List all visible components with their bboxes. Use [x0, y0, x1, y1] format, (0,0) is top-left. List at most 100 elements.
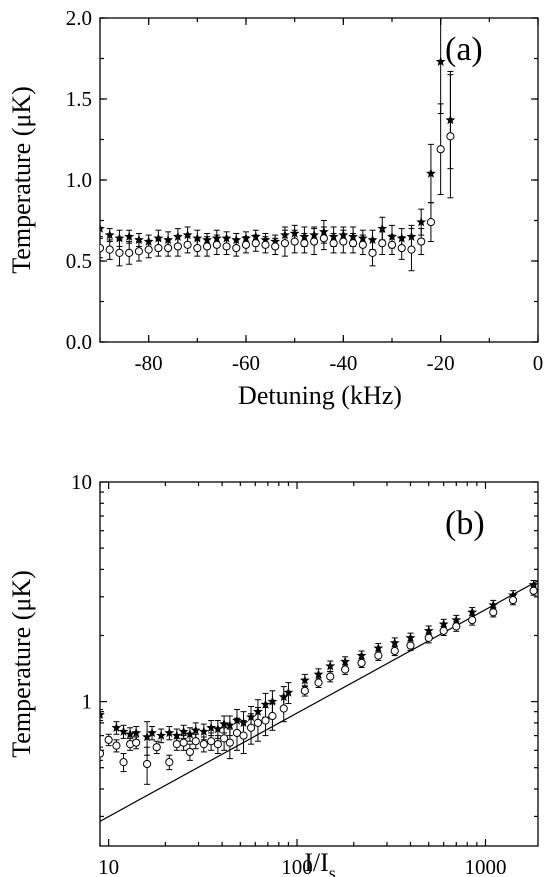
circle-point — [173, 242, 182, 251]
star-point — [182, 229, 193, 240]
star-point — [313, 669, 324, 679]
circle-point — [219, 734, 229, 743]
circle-point — [199, 740, 208, 749]
panel-a: -80 -60 -40 -20 0 0.0 0.5 1.0 1.5 2.0 (a) Detuni… — [7, 6, 543, 410]
circle-point — [378, 239, 387, 248]
x-tick-label: -80 — [135, 351, 163, 375]
circle-point — [112, 741, 121, 750]
circle-point — [426, 218, 436, 227]
star-point — [124, 231, 135, 241]
star-point — [190, 725, 201, 735]
circle-point — [132, 738, 141, 747]
x-tick-label: -40 — [329, 351, 357, 375]
star-point — [224, 720, 235, 730]
circle-point — [310, 237, 319, 246]
y-tick-label: 1.5 — [66, 87, 92, 111]
y-tick-labels-b: 1 10 — [71, 470, 92, 714]
circle-point — [424, 633, 433, 643]
y-tick-label: 1.0 — [66, 168, 92, 192]
y-tick-label: 1 — [82, 690, 93, 714]
circle-point — [529, 586, 538, 595]
circle-point — [280, 239, 290, 248]
circle-point — [246, 723, 256, 732]
x-tick-label: 0 — [533, 351, 544, 375]
star-point — [192, 233, 203, 243]
circle-point — [508, 595, 518, 605]
star-point — [340, 656, 351, 666]
star-point — [260, 699, 271, 709]
star-point — [356, 650, 367, 660]
x-tick-label: 10 — [98, 855, 119, 877]
star-point — [438, 619, 449, 629]
circle-point — [390, 646, 399, 656]
circle-point — [339, 237, 348, 246]
circle-point — [183, 240, 192, 249]
x-axis-title-b-sub: s — [329, 863, 336, 877]
circle-point — [172, 740, 181, 749]
circle-point — [239, 731, 248, 740]
star-point — [416, 216, 427, 227]
circle-point — [436, 145, 445, 154]
circle-point — [164, 243, 173, 253]
star-point — [171, 730, 182, 740]
ticks-b — [99, 481, 538, 846]
panel-label-a: (a) — [445, 31, 483, 68]
circle-point — [279, 704, 288, 713]
ticks-a — [99, 17, 539, 343]
circle-point — [417, 237, 426, 246]
circle-point — [468, 616, 477, 625]
circle-point — [142, 759, 152, 769]
circle-point — [446, 132, 455, 141]
plot-area — [100, 18, 456, 272]
circle-point — [100, 749, 105, 758]
circle-point — [222, 242, 231, 251]
star-point — [405, 632, 416, 643]
star-point — [212, 723, 223, 734]
x-tick-labels-b: 10 100 1000 — [98, 855, 506, 877]
circle-point — [268, 711, 277, 721]
circle-point — [319, 234, 328, 243]
panel-b: 10 100 1000 1 10 (b) I/Is Temperature (μK) — [7, 470, 539, 877]
y-axis-title-b: Temperature (μK) — [7, 570, 36, 758]
circle-point — [314, 678, 323, 687]
circle-point — [191, 737, 200, 746]
marks-b — [100, 579, 538, 822]
circle-point — [341, 665, 350, 674]
star-point — [425, 168, 436, 178]
y-tick-label: 0.5 — [66, 249, 92, 273]
circle-point — [104, 735, 113, 744]
fit-line — [100, 580, 538, 822]
panel-label-b: (b) — [445, 505, 485, 542]
circle-point — [253, 718, 263, 727]
star-point — [111, 722, 122, 732]
circle-point — [100, 243, 105, 253]
star-point — [206, 722, 217, 732]
circle-point — [261, 240, 270, 249]
x-tick-label: 1000 — [464, 855, 506, 877]
circle-point — [439, 626, 448, 635]
circle-point — [407, 245, 416, 254]
circle-point — [358, 240, 367, 249]
circle-point — [213, 740, 222, 749]
circle-point — [300, 239, 309, 248]
circle-point — [326, 672, 335, 681]
circle-point — [225, 738, 234, 747]
circle-point — [397, 243, 406, 253]
x-axis-title-a: Detuning (kHz) — [238, 381, 402, 410]
star-point — [125, 729, 136, 739]
star-point — [142, 731, 153, 742]
star-point — [435, 56, 446, 66]
circle-point — [261, 716, 270, 725]
star-point — [118, 726, 129, 736]
circle-point — [193, 243, 202, 253]
circle-point — [374, 651, 383, 660]
plot-area — [100, 579, 538, 822]
x-tick-label: -60 — [232, 351, 260, 375]
y-tick-label: 0.0 — [66, 330, 92, 354]
star-point — [156, 730, 167, 740]
x-axis-title-b: I/Is — [304, 848, 336, 877]
circle-point — [165, 758, 174, 767]
star-point — [133, 234, 144, 245]
circle-point — [489, 608, 498, 617]
